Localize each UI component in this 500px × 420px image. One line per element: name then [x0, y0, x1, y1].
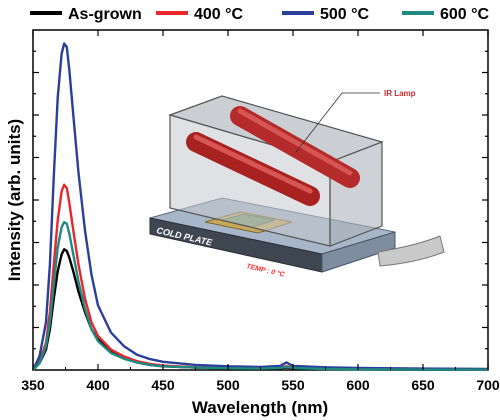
ir-lamp-back-highlight — [237, 108, 353, 176]
ir-lamp-back — [230, 106, 360, 188]
legend-label-2: 500 °C — [320, 6, 370, 23]
ir-lamp-front-highlight — [193, 134, 313, 194]
x-tick-label-3: 500 — [216, 377, 240, 393]
x-tick-label-6: 650 — [411, 377, 435, 393]
cold-plate-side — [321, 231, 396, 273]
legend-label-3: 600 °C — [440, 6, 490, 23]
x-tick-label-5: 600 — [346, 377, 370, 393]
series-layer — [31, 42, 489, 371]
x-tick-label-1: 400 — [86, 377, 110, 393]
hose — [377, 235, 445, 267]
x-axis-label: Wavelength (nm) — [192, 398, 328, 417]
y-axis-label: Intensity (arb. units) — [5, 119, 24, 281]
legend: As-grown 400 °C 500 °C 600 °C — [30, 6, 490, 23]
x-tick-label-7: 700 — [476, 377, 500, 393]
x-tick-label-2: 450 — [151, 377, 175, 393]
inset-illustration: IR Lamp COLD PLATE TEMP : 0 °C — [149, 89, 445, 279]
ir-lamp-label: IR Lamp — [384, 89, 416, 98]
legend-label-1: 400 °C — [194, 6, 244, 23]
ir-lamp-front — [186, 132, 320, 206]
lamp-pointer — [295, 92, 343, 153]
series-line-2 — [31, 42, 489, 371]
axis-layer: 350 400 450 500 550 600 650 700 — [21, 30, 500, 393]
series-line-3 — [32, 220, 488, 371]
x-tick-label-4: 550 — [281, 377, 305, 393]
legend-label-0: As-grown — [68, 6, 142, 23]
x-tick-label-0: 350 — [21, 377, 45, 393]
